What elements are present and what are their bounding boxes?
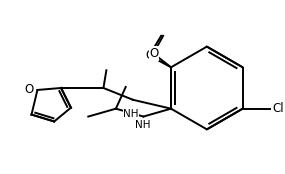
Text: NH: NH bbox=[135, 120, 150, 130]
Text: O: O bbox=[150, 47, 159, 60]
Text: O: O bbox=[146, 49, 155, 62]
Text: O: O bbox=[24, 84, 34, 96]
Text: N: N bbox=[138, 120, 147, 133]
Text: NH: NH bbox=[123, 109, 139, 119]
Text: Cl: Cl bbox=[272, 102, 284, 115]
